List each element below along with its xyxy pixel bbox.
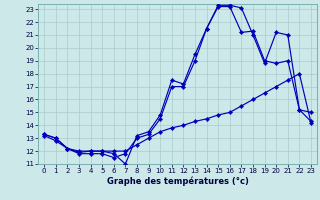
X-axis label: Graphe des températures (°c): Graphe des températures (°c) xyxy=(107,176,249,186)
